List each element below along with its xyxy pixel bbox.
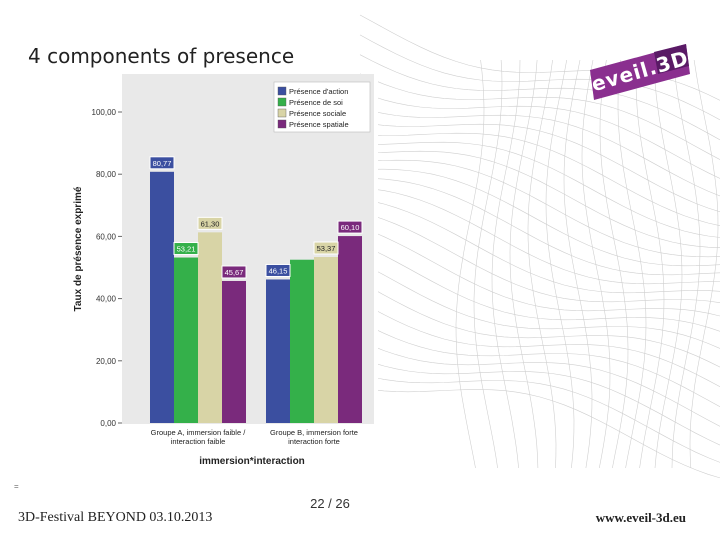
bar <box>198 232 222 423</box>
wave-line <box>359 107 720 197</box>
wave-line <box>359 91 720 179</box>
bar <box>150 171 174 423</box>
legend-swatch <box>277 97 287 107</box>
legend-entry: Présence d'action <box>289 87 348 96</box>
bar <box>314 257 338 423</box>
wave-line <box>509 59 539 469</box>
wave-line <box>359 373 720 463</box>
wave-line <box>359 243 720 332</box>
wave-line <box>359 187 720 285</box>
bar-value-label: 60,10 <box>341 223 360 232</box>
x-category-label: interaction forte <box>288 437 340 446</box>
bar-value-label: 80,77 <box>153 159 172 168</box>
bar-label-box <box>265 263 291 277</box>
legend-entry: Présence de soi <box>289 98 343 107</box>
bar <box>266 279 290 423</box>
bar-value-label: 45,67 <box>225 268 244 277</box>
wave-line <box>617 59 647 469</box>
y-tick-label: 40,00 <box>96 295 117 304</box>
wave-line <box>359 301 720 387</box>
bar-label-box <box>221 265 247 279</box>
wave-line <box>359 211 720 303</box>
y-axis-label: Taux de présence exprimé <box>73 186 84 311</box>
bar-label-box <box>313 241 339 255</box>
y-tick-label: 0,00 <box>100 419 116 428</box>
wave-line <box>359 132 720 226</box>
wave-line <box>359 34 720 121</box>
wave-line <box>563 59 593 469</box>
legend-box <box>273 81 371 133</box>
bar <box>222 280 246 423</box>
wave-line <box>581 59 611 469</box>
bar <box>338 236 362 423</box>
bar-label-box <box>197 216 223 230</box>
wave-line <box>455 59 485 469</box>
presence-bar-chart: 0,00 20,00 40,00 60,00 80,00 100,00 80,77 53,2… <box>66 74 378 472</box>
wave-line <box>671 59 701 469</box>
y-tick-label: 60,00 <box>96 232 117 241</box>
x-category-label: interaction faible <box>171 437 226 446</box>
wave-line <box>359 159 720 258</box>
x-category-label: Groupe A, immersion faible / <box>151 428 247 437</box>
bar-label-box <box>173 242 199 256</box>
eveil-3d-logo: eveil.3D <box>588 40 692 102</box>
wave-line <box>359 198 720 294</box>
bar-label-box <box>149 156 175 170</box>
slide-title: 4 components of presence <box>28 44 295 68</box>
bar <box>174 257 198 423</box>
wave-line <box>359 262 720 349</box>
legend: Présence d'action Présence de soi Présence… <box>273 81 371 133</box>
wave-line <box>527 59 557 469</box>
wave-line <box>359 150 720 248</box>
page-number: 22 / 26 <box>310 496 350 511</box>
wave-line <box>635 59 665 469</box>
legend-entry: Présence sociale <box>289 109 346 118</box>
bar-label-box <box>337 220 363 234</box>
wave-line <box>359 141 720 238</box>
wave-line <box>359 281 720 368</box>
wave-line <box>359 321 720 407</box>
legend-entry: Présence spatiale <box>289 120 349 129</box>
wave-line <box>359 73 720 160</box>
wave-line <box>473 59 503 469</box>
y-tick-label: 20,00 <box>96 357 117 366</box>
wave-line <box>359 387 720 479</box>
small-marker: = <box>14 482 19 491</box>
legend-swatch <box>277 108 287 118</box>
wave-line <box>545 59 575 469</box>
x-category-label: Groupe B, immersion forte <box>270 428 358 437</box>
footer-event-text: 3D-Festival BEYOND 03.10.2013 <box>18 510 213 525</box>
legend-swatch <box>277 119 287 129</box>
wave-line <box>359 226 720 317</box>
legend-swatch <box>277 86 287 96</box>
bar-value-label: 53,21 <box>177 245 196 254</box>
wave-line <box>599 59 629 469</box>
footer-website: www.eveil-3d.eu <box>595 510 686 525</box>
bar-value-label: 61,30 <box>201 219 220 228</box>
wave-line <box>359 357 720 446</box>
wave-line <box>359 168 720 267</box>
y-tick-label: 100,00 <box>92 108 117 117</box>
y-tick-label: 80,00 <box>96 170 117 179</box>
wave-line <box>359 340 720 427</box>
wave-line <box>359 177 720 276</box>
wave-line <box>359 54 720 141</box>
wave-line <box>689 59 719 469</box>
bar-value-label: 46,15 <box>269 266 288 275</box>
x-axis-label: immersion*interaction <box>199 456 305 467</box>
logo-shape <box>590 44 690 100</box>
bar-value-label: 53,37 <box>317 244 336 253</box>
wave-line <box>653 59 683 469</box>
bar <box>290 259 314 423</box>
wave-line <box>491 59 521 469</box>
